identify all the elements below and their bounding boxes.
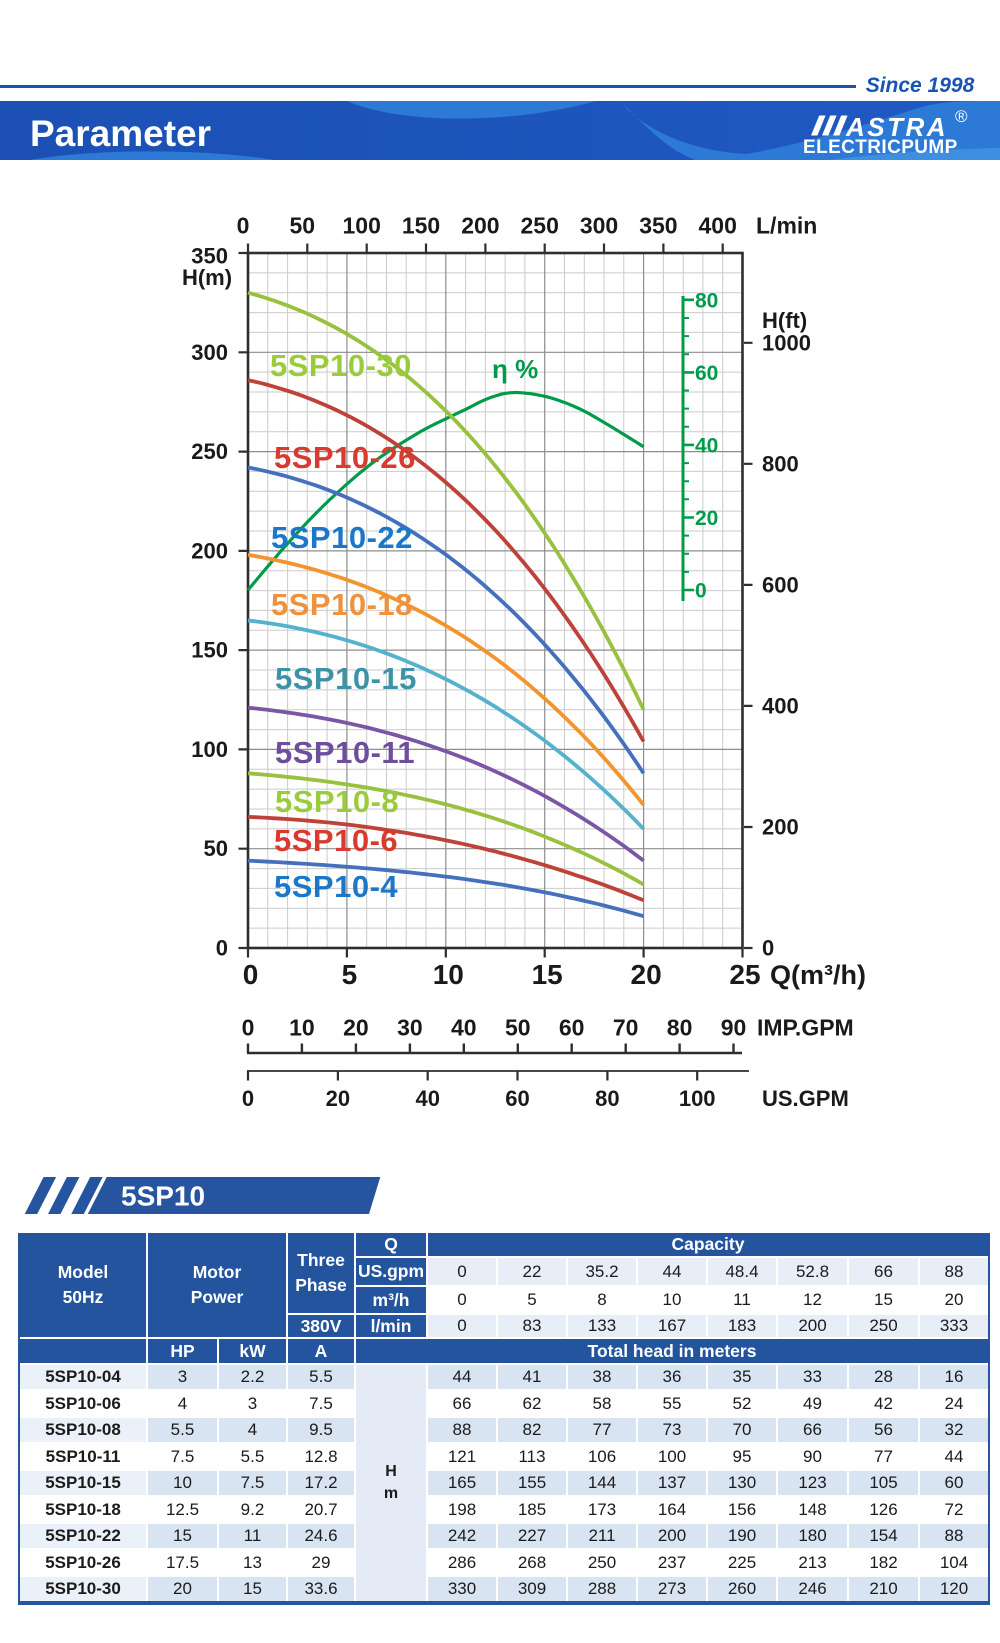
svg-text:350: 350: [191, 244, 228, 269]
svg-text:0: 0: [242, 1086, 254, 1110]
svg-text:80: 80: [695, 289, 718, 312]
svg-text:10: 10: [433, 959, 464, 990]
svg-text:20: 20: [326, 1086, 350, 1110]
svg-text:100: 100: [191, 737, 228, 762]
svg-text:5SP10-18: 5SP10-18: [271, 587, 413, 622]
svg-text:80: 80: [667, 1015, 693, 1041]
svg-text:®: ®: [955, 107, 968, 126]
svg-text:Q(m³/h): Q(m³/h): [770, 960, 866, 990]
svg-text:40: 40: [451, 1015, 477, 1041]
svg-text:40: 40: [415, 1086, 439, 1110]
svg-text:400: 400: [699, 213, 737, 239]
svg-text:5: 5: [342, 959, 358, 990]
svg-text:150: 150: [191, 638, 228, 663]
svg-text:5SP10-26: 5SP10-26: [274, 440, 416, 475]
svg-text:60: 60: [695, 362, 718, 385]
svg-text:5SP10-22: 5SP10-22: [271, 520, 413, 555]
svg-text:H(ft): H(ft): [762, 308, 807, 333]
svg-text:15: 15: [532, 959, 563, 990]
svg-text:30: 30: [397, 1015, 423, 1041]
svg-text:0: 0: [216, 936, 228, 961]
svg-text:5SP10-8: 5SP10-8: [275, 784, 399, 819]
svg-text:80: 80: [595, 1086, 619, 1110]
svg-text:5SP10: 5SP10: [121, 1181, 205, 1212]
svg-text:5SP10-11: 5SP10-11: [275, 735, 415, 770]
svg-text:20: 20: [695, 507, 718, 530]
svg-text:L/min: L/min: [756, 213, 817, 239]
svg-text:350: 350: [639, 213, 677, 239]
svg-text:20: 20: [343, 1015, 369, 1041]
svg-text:1000: 1000: [762, 330, 811, 355]
svg-text:250: 250: [521, 213, 559, 239]
svg-text:200: 200: [762, 815, 799, 840]
svg-text:IMP.GPM: IMP.GPM: [757, 1015, 854, 1041]
svg-text:5SP10-15: 5SP10-15: [275, 661, 417, 696]
svg-text:600: 600: [762, 572, 799, 597]
svg-text:25: 25: [729, 959, 760, 990]
svg-text:η %: η %: [492, 354, 538, 384]
svg-text:150: 150: [402, 213, 440, 239]
svg-text:0: 0: [242, 1015, 255, 1041]
svg-text:40: 40: [695, 434, 718, 457]
svg-text:Parameter: Parameter: [30, 113, 211, 154]
svg-text:5SP10-30: 5SP10-30: [270, 348, 412, 383]
svg-text:70: 70: [613, 1015, 639, 1041]
svg-text:0: 0: [237, 213, 250, 239]
svg-text:100: 100: [679, 1086, 716, 1110]
svg-text:20: 20: [631, 959, 662, 990]
svg-text:H(m): H(m): [182, 265, 232, 290]
svg-text:400: 400: [762, 693, 799, 718]
svg-text:100: 100: [343, 213, 381, 239]
svg-text:300: 300: [580, 213, 618, 239]
svg-text:50: 50: [290, 213, 316, 239]
svg-text:300: 300: [191, 340, 228, 365]
svg-text:60: 60: [505, 1086, 529, 1110]
svg-text:200: 200: [461, 213, 499, 239]
svg-text:5SP10-4: 5SP10-4: [274, 869, 398, 904]
svg-text:0: 0: [243, 959, 259, 990]
svg-text:90: 90: [721, 1015, 747, 1041]
svg-text:60: 60: [559, 1015, 585, 1041]
svg-text:ASTRA: ASTRA: [845, 112, 948, 142]
svg-text:5SP10-6: 5SP10-6: [274, 823, 398, 858]
svg-text:10: 10: [289, 1015, 315, 1041]
svg-text:200: 200: [191, 538, 228, 563]
svg-text:0: 0: [762, 936, 774, 961]
svg-text:ELECTRICPUMP: ELECTRICPUMP: [803, 137, 958, 158]
svg-text:50: 50: [505, 1015, 531, 1041]
svg-text:250: 250: [191, 439, 228, 464]
svg-text:US.GPM: US.GPM: [762, 1086, 849, 1110]
svg-text:800: 800: [762, 451, 799, 476]
svg-text:0: 0: [695, 580, 707, 603]
svg-text:50: 50: [204, 836, 228, 861]
